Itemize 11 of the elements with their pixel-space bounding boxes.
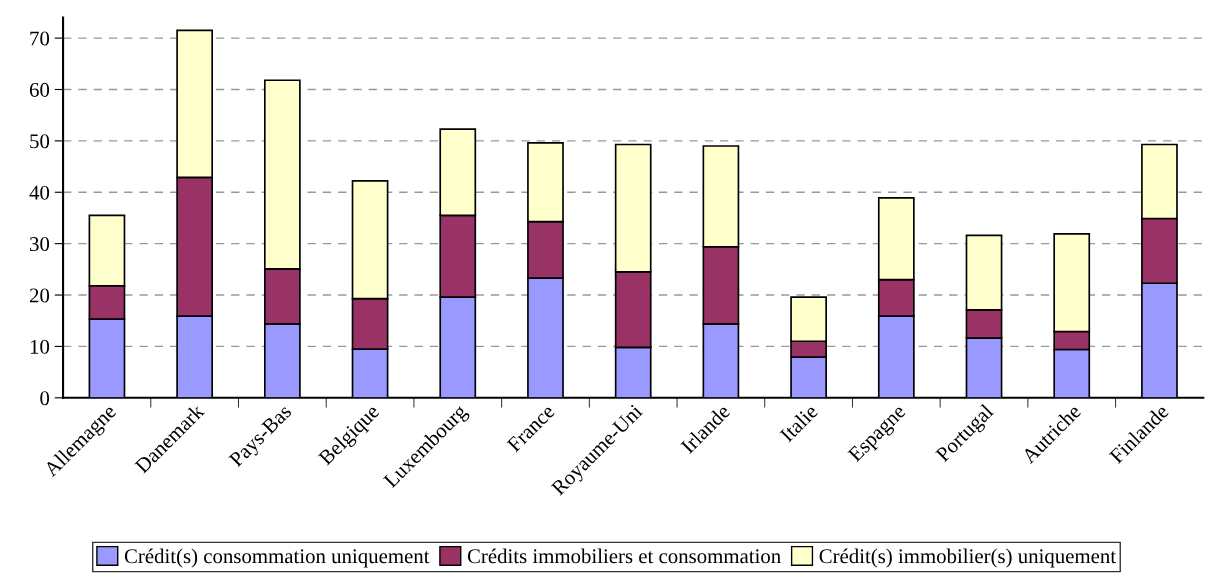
y-tick-label: 0 xyxy=(40,391,50,406)
y-tick-label: 30 xyxy=(30,237,50,252)
legend-label: Crédit(s) consommation uniquement xyxy=(124,548,430,568)
y-tick-label: 60 xyxy=(29,82,50,97)
legend-label: Crédit(s) immobilier(s) uniquement xyxy=(819,548,1116,568)
y-tick-label: 40 xyxy=(29,185,50,200)
legend-label: Crédits immobiliers et consommation xyxy=(467,548,781,564)
y-tick-label: 10 xyxy=(30,339,50,354)
y-tick-label: 50 xyxy=(30,134,50,149)
y-tick-label: 70 xyxy=(30,31,50,46)
y-tick-label: 20 xyxy=(29,288,50,303)
